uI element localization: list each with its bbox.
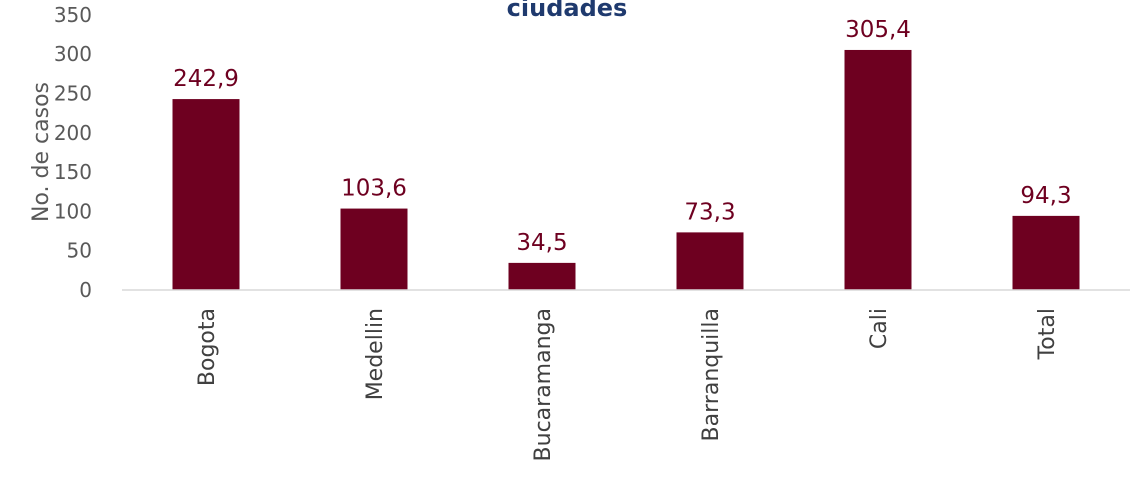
category-label: Bogota [195,308,220,386]
bar-series [172,49,1080,291]
data-label: 73,3 [684,199,735,225]
y-tick-label: 300 [54,42,92,66]
data-label: 305,4 [845,17,911,43]
data-label: 103,6 [341,176,407,202]
bar-cali [844,49,912,291]
chart-title: ciudades [507,0,628,22]
category-label: Barranquilla [699,308,724,441]
y-tick-label: 250 [54,82,92,106]
y-axis-title: No. de casos [29,82,54,222]
x-axis-category-labels: Bogota Medellin Bucaramanga Barranquilla Cal… [195,308,1060,461]
y-axis-ticks: 0 50 100 150 200 250 300 350 [54,3,92,302]
category-label: Bucaramanga [531,308,556,461]
y-tick-label: 100 [54,199,92,223]
y-tick-label: 50 [67,239,92,263]
category-label: Cali [867,308,892,349]
y-tick-label: 0 [79,278,92,302]
y-tick-label: 200 [54,121,92,145]
bar-bucaramanga [508,262,576,290]
data-label: 94,3 [1020,183,1071,209]
y-tick-label: 350 [54,3,92,27]
data-labels: 242,9 103,6 34,5 73,3 305,4 94,3 [173,17,1072,256]
bar-bogota [172,99,240,290]
bar-medellin [340,208,408,290]
category-label: Medellin [363,308,388,400]
y-tick-label: 150 [54,160,92,184]
data-label: 34,5 [516,230,567,256]
data-label: 242,9 [173,66,239,92]
bar-barranquilla [676,232,744,290]
category-label: Total [1035,308,1060,360]
bar-total [1012,215,1080,290]
